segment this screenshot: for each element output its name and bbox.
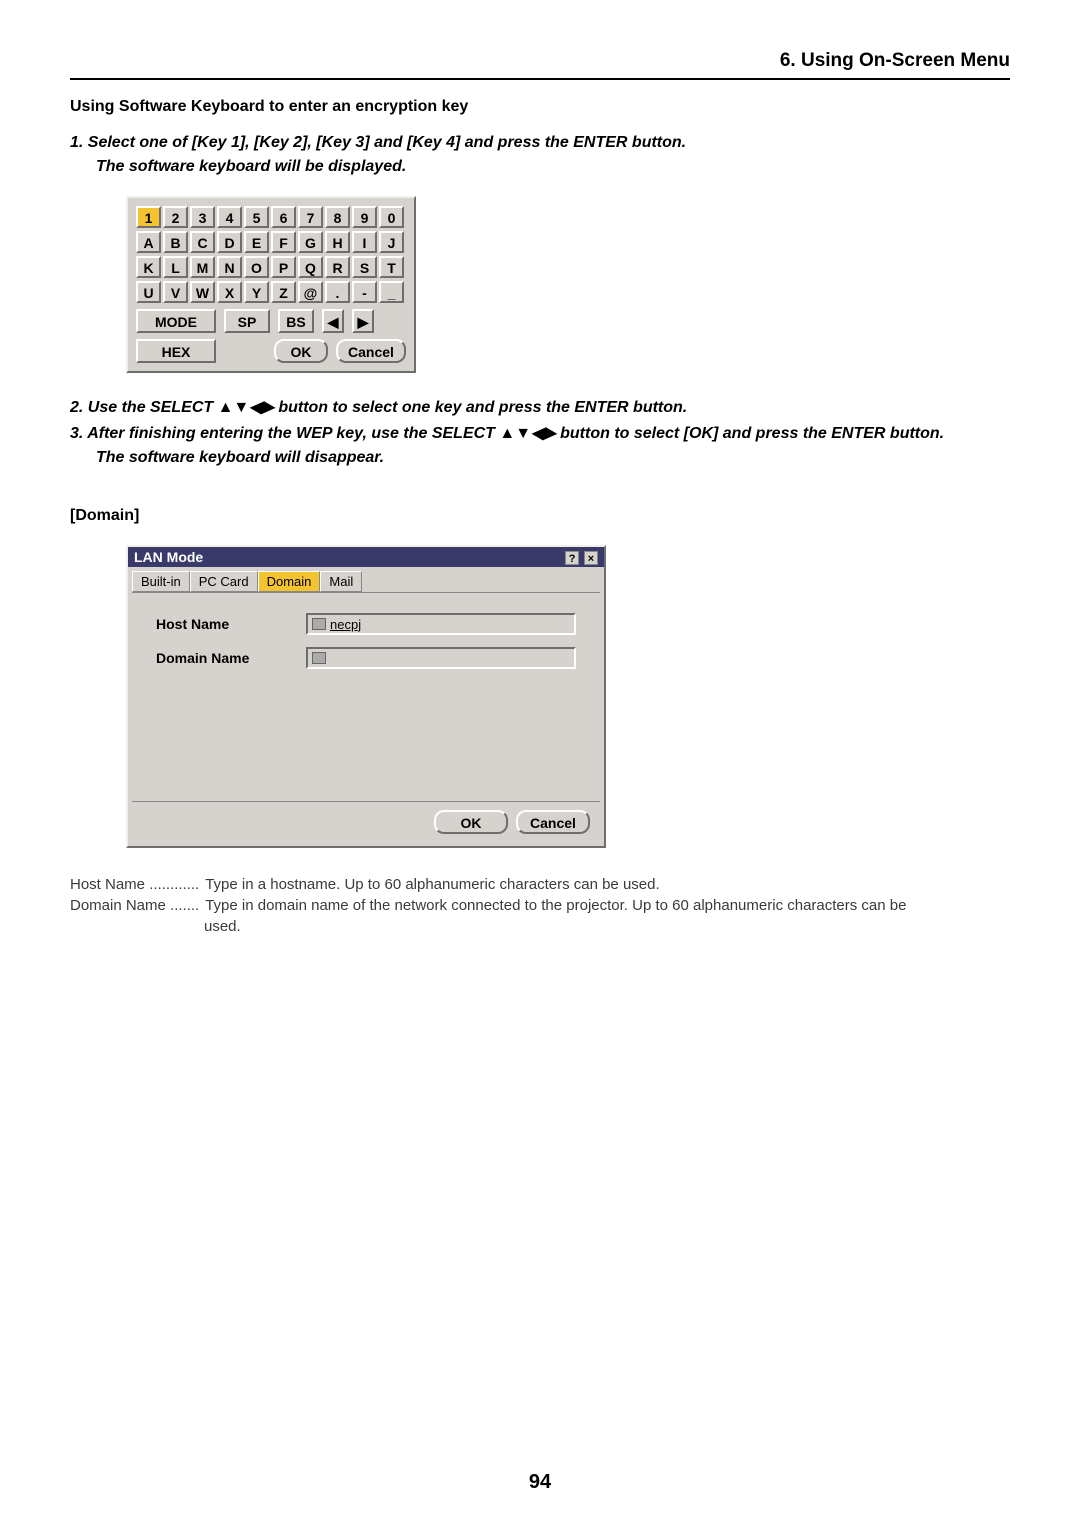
key-c[interactable]: C: [190, 231, 215, 253]
domain-label: Domain Name: [156, 650, 306, 666]
key-d[interactable]: D: [217, 231, 242, 253]
host-value: necpj: [330, 617, 361, 632]
key-l[interactable]: L: [163, 256, 188, 278]
key-a[interactable]: A: [136, 231, 161, 253]
host-desc-text: Type in a hostname. Up to 60 alphanumeri…: [199, 876, 659, 893]
key-p[interactable]: P: [271, 256, 296, 278]
key-t[interactable]: T: [379, 256, 404, 278]
page-number: 94: [0, 1471, 1080, 1494]
key-k[interactable]: K: [136, 256, 161, 278]
key-g[interactable]: G: [298, 231, 323, 253]
key-h[interactable]: H: [325, 231, 350, 253]
key-m[interactable]: M: [190, 256, 215, 278]
kb-ctrl-row-2: HEX OK Cancel: [136, 339, 406, 363]
space-button[interactable]: SP: [224, 309, 270, 333]
host-input[interactable]: necpj: [306, 613, 576, 635]
domain-desc-cont: used.: [70, 918, 1010, 935]
key-underscore[interactable]: _: [379, 281, 404, 303]
key-0[interactable]: 0: [379, 206, 404, 228]
key-e[interactable]: E: [244, 231, 269, 253]
key-y[interactable]: Y: [244, 281, 269, 303]
step-1a: 1. Select one of [Key 1], [Key 2], [Key …: [70, 134, 1010, 152]
software-keyboard: 1 2 3 4 5 6 7 8 9 0 A B C D E F G H I J …: [126, 196, 416, 373]
key-at[interactable]: @: [298, 281, 323, 303]
kb-ctrl-row-1: MODE SP BS ◀ ▶: [136, 309, 406, 333]
key-f[interactable]: F: [271, 231, 296, 253]
key-8[interactable]: 8: [325, 206, 350, 228]
lan-footer: OK Cancel: [132, 801, 600, 842]
tab-domain[interactable]: Domain: [258, 571, 321, 592]
subheading: Using Software Keyboard to enter an encr…: [70, 98, 1010, 116]
key-b[interactable]: B: [163, 231, 188, 253]
key-9[interactable]: 9: [352, 206, 377, 228]
domain-row: Domain Name: [156, 647, 576, 669]
key-r[interactable]: R: [325, 256, 350, 278]
step-2: 2. Use the SELECT ▲▼◀▶ button to select …: [70, 397, 1010, 417]
key-dot[interactable]: .: [325, 281, 350, 303]
host-row: Host Name necpj: [156, 613, 576, 635]
backspace-button[interactable]: BS: [278, 309, 314, 333]
tabstrip: Built-in PC Card Domain Mail: [128, 567, 604, 592]
kb-row-2: A B C D E F G H I J: [136, 231, 406, 253]
key-z[interactable]: Z: [271, 281, 296, 303]
keyboard-icon: [312, 618, 326, 630]
titlebar-icons: ? ×: [564, 549, 598, 565]
kb-row-1: 1 2 3 4 5 6 7 8 9 0: [136, 206, 406, 228]
kb-row-4: U V W X Y Z @ . - _: [136, 281, 406, 303]
lan-mode-dialog: LAN Mode ? × Built-in PC Card Domain Mai…: [126, 545, 606, 848]
host-desc-label: Host Name ............: [70, 876, 199, 893]
right-arrow-button[interactable]: ▶: [352, 309, 374, 333]
mode-button[interactable]: MODE: [136, 309, 216, 333]
lan-body: Host Name necpj Domain Name: [132, 592, 600, 801]
key-6[interactable]: 6: [271, 206, 296, 228]
hex-button[interactable]: HEX: [136, 339, 216, 363]
domain-desc-text: Type in domain name of the network conne…: [199, 897, 906, 914]
key-o[interactable]: O: [244, 256, 269, 278]
close-icon[interactable]: ×: [584, 551, 598, 565]
lan-titlebar: LAN Mode ? ×: [128, 547, 604, 567]
key-v[interactable]: V: [163, 281, 188, 303]
kb-cancel-button[interactable]: Cancel: [336, 339, 406, 363]
key-w[interactable]: W: [190, 281, 215, 303]
key-3[interactable]: 3: [190, 206, 215, 228]
keyboard-icon: [312, 652, 326, 664]
key-x[interactable]: X: [217, 281, 242, 303]
tab-mail[interactable]: Mail: [320, 571, 362, 592]
key-2[interactable]: 2: [163, 206, 188, 228]
domain-input[interactable]: [306, 647, 576, 669]
key-4[interactable]: 4: [217, 206, 242, 228]
help-icon[interactable]: ?: [565, 551, 579, 565]
lan-title-text: LAN Mode: [134, 549, 203, 565]
key-1[interactable]: 1: [136, 206, 161, 228]
kb-row-3: K L M N O P Q R S T: [136, 256, 406, 278]
tab-pc-card[interactable]: PC Card: [190, 571, 258, 592]
key-5[interactable]: 5: [244, 206, 269, 228]
key-dash[interactable]: -: [352, 281, 377, 303]
key-s[interactable]: S: [352, 256, 377, 278]
step-3b: The software keyboard will disappear.: [70, 449, 1010, 467]
domain-desc: Domain Name ....... Type in domain name …: [70, 897, 1010, 914]
key-7[interactable]: 7: [298, 206, 323, 228]
host-desc: Host Name ............ Type in a hostnam…: [70, 876, 1010, 893]
lan-cancel-button[interactable]: Cancel: [516, 810, 590, 834]
key-i[interactable]: I: [352, 231, 377, 253]
key-u[interactable]: U: [136, 281, 161, 303]
key-n[interactable]: N: [217, 256, 242, 278]
domain-desc-label: Domain Name .......: [70, 897, 199, 914]
key-j[interactable]: J: [379, 231, 404, 253]
section-header: 6. Using On-Screen Menu: [70, 50, 1010, 80]
step-1b: The software keyboard will be displayed.: [70, 158, 1010, 176]
left-arrow-button[interactable]: ◀: [322, 309, 344, 333]
step-3: 3. After finishing entering the WEP key,…: [70, 423, 1010, 443]
kb-ok-button[interactable]: OK: [274, 339, 328, 363]
lan-ok-button[interactable]: OK: [434, 810, 508, 834]
domain-heading: [Domain]: [70, 507, 1010, 525]
key-q[interactable]: Q: [298, 256, 323, 278]
tab-built-in[interactable]: Built-in: [132, 571, 190, 592]
host-label: Host Name: [156, 616, 306, 632]
